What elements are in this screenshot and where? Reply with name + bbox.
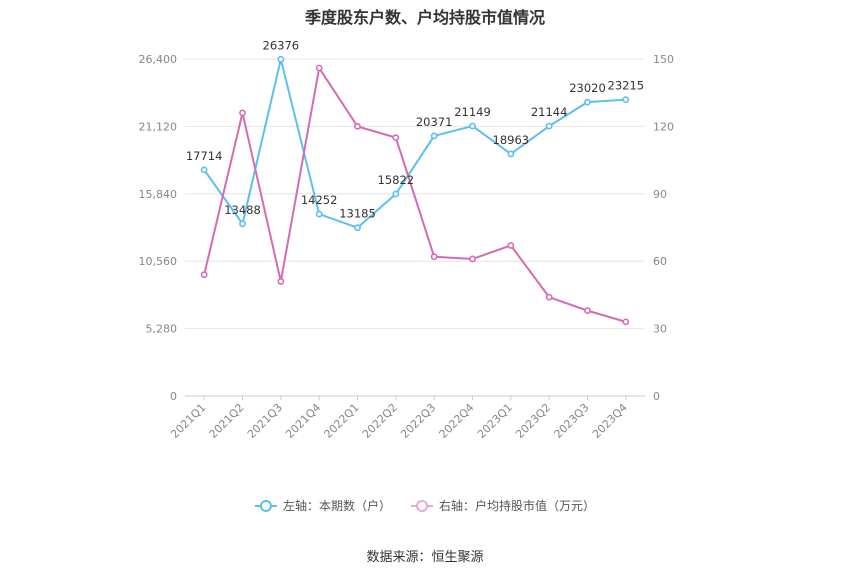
data-point-market-value (200, 271, 208, 279)
data-point-market-value (507, 242, 515, 249)
data-point-households (277, 55, 285, 63)
chart-svg: 0 5,280 10,560 15,840 21,120 26,400 0 30 60 90 12… (139, 38, 675, 441)
data-point-households (507, 150, 515, 158)
x-axis-tick-label: 2022Q1 (322, 401, 362, 441)
x-axis-tick-label: 2021Q4 (283, 401, 323, 441)
data-label-households: 20371 (416, 115, 453, 129)
x-axis-tick-label: 2023Q1 (475, 401, 515, 441)
data-point-households (430, 132, 438, 140)
x-axis-tick-label: 2022Q4 (437, 401, 477, 441)
data-point-households (622, 96, 630, 104)
right-axis-ticks: 0 30 60 90 120 150 (653, 53, 674, 403)
left-axis-tick-label: 21,120 (139, 120, 178, 133)
data-point-market-value (545, 293, 553, 301)
data-point-market-value (584, 307, 591, 315)
grid-lines (185, 58, 645, 397)
left-axis-tick-label: 10,560 (139, 255, 178, 268)
left-axis-tick-label: 5,280 (146, 323, 178, 336)
left-axis-tick-label: 0 (170, 390, 177, 403)
x-axis-tick-label: 2022Q3 (398, 401, 438, 441)
data-point-households (354, 224, 361, 232)
data-point-market-value (239, 109, 246, 117)
x-axis-tick-label: 2023Q4 (590, 401, 630, 441)
data-label-households: 15822 (378, 173, 415, 187)
data-point-households (469, 122, 476, 130)
x-axis-tick-label: 2021Q3 (245, 401, 285, 441)
data-point-households (584, 98, 591, 106)
series-line-households (203, 58, 626, 229)
left-axis-tick-label: 15,840 (139, 188, 178, 201)
data-point-households (392, 190, 400, 198)
right-axis-tick-label: 120 (653, 120, 674, 133)
data-source: 数据来源：恒生聚源 (366, 550, 484, 565)
legend: 左轴：本期数（户） 右轴：户均持股市值（万元） (0, 497, 850, 514)
data-label-households: 14252 (301, 193, 338, 207)
right-axis-tick-label: 0 (653, 390, 660, 403)
left-axis-tick-label: 26,400 (139, 53, 178, 66)
data-point-market-value (430, 253, 438, 261)
data-point-market-value (469, 255, 476, 263)
x-axis-tick-label: 2023Q3 (552, 401, 592, 441)
data-label-households: 21149 (454, 105, 491, 119)
data-point-market-value (315, 64, 323, 72)
series-layer (200, 55, 630, 326)
data-point-market-value (354, 123, 361, 130)
legend-item-market-value[interactable]: 右轴：户均持股市值（万元） (411, 497, 595, 514)
chart-title: 季度股东户数、户均持股市值情况 (304, 8, 545, 27)
data-label-households: 23020 (569, 81, 606, 95)
legend-label-households: 左轴：本期数（户） (282, 499, 391, 513)
data-point-households (200, 166, 208, 174)
data-label-households: 17714 (186, 149, 223, 163)
x-axis-tick-label: 2022Q2 (360, 401, 400, 441)
right-axis-tick-label: 60 (653, 255, 667, 268)
x-axis-tick-label: 2023Q2 (513, 401, 553, 441)
data-label-households: 18963 (493, 133, 530, 147)
legend-swatch-market-value (411, 499, 433, 512)
legend-swatch-households (254, 499, 277, 512)
data-point-market-value (277, 278, 285, 285)
right-axis-tick-label: 150 (653, 53, 674, 66)
data-label-households: 23215 (608, 79, 645, 93)
left-axis-ticks: 0 5,280 10,560 15,840 21,120 26,400 (139, 53, 178, 403)
data-point-market-value (392, 134, 400, 142)
x-axis-tick-label: 2021Q2 (207, 401, 247, 441)
right-axis-tick-label: 90 (653, 188, 667, 201)
x-axis-ticks: 2021Q12021Q22021Q32021Q42022Q12022Q22022… (168, 396, 630, 441)
data-point-households (239, 220, 246, 228)
right-axis-tick-label: 30 (653, 323, 667, 336)
legend-label-market-value: 右轴：户均持股市值（万元） (439, 499, 596, 513)
legend-item-households[interactable]: 左轴：本期数（户） (254, 497, 391, 514)
data-label-households: 26376 (263, 38, 300, 52)
data-label-households: 21144 (531, 105, 568, 119)
data-point-households (545, 122, 553, 130)
data-point-households (315, 210, 323, 218)
data-point-market-value (622, 318, 630, 326)
series-line-market-value (203, 66, 627, 323)
x-axis-tick-label: 2021Q1 (168, 401, 208, 441)
data-label-households: 13185 (339, 207, 376, 221)
data-label-households: 13488 (224, 203, 261, 217)
